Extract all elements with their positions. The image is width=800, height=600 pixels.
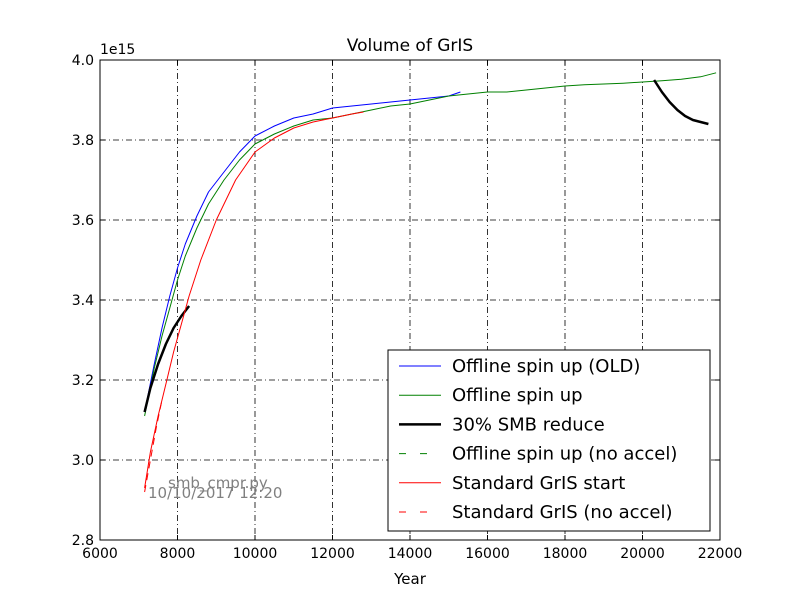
legend-label: Offline spin up (452, 385, 583, 406)
x-tick-label: 20000 (620, 546, 665, 562)
date-annotation: 10/10/2017 12:20 (148, 484, 282, 502)
y-offset-label: 1e15 (100, 42, 135, 58)
legend-label: Standard GrIS (no accel) (452, 502, 673, 523)
series-line (144, 91, 461, 413)
y-tick-label: 3.4 (72, 293, 94, 309)
x-tick-label: 10000 (233, 546, 278, 562)
ticks: 6000 8000 10000 12000 14000 16000 18000 20000 22… (72, 53, 743, 562)
chart-title: Volume of GrIS (347, 36, 473, 56)
y-tick-label: 4.0 (72, 53, 94, 69)
series-line (653, 79, 709, 126)
legend-label: Offline spin up (no accel) (452, 444, 677, 465)
y-tick-label: 3.6 (72, 213, 94, 229)
x-tick-label: 8000 (160, 546, 196, 562)
y-tick-label: 2.8 (72, 533, 94, 549)
script-annotation: smb_cmpr.py (168, 474, 268, 493)
legend-label: 30% SMB reduce (452, 414, 605, 435)
series-line (143, 305, 191, 413)
series-layer (143, 72, 717, 493)
x-tick-label: 22000 (698, 546, 743, 562)
series-line (144, 399, 163, 493)
y-tick-label: 3.0 (72, 453, 94, 469)
x-tick-label: 6000 (82, 546, 118, 562)
legend-box (387, 349, 711, 532)
x-axis-label: Year (393, 570, 427, 588)
legend-label: Standard GrIS start (452, 473, 625, 494)
series-line (144, 72, 717, 417)
y-tick-label: 3.8 (72, 133, 94, 149)
x-tick-label: 14000 (388, 546, 433, 562)
series-line (144, 111, 364, 489)
x-tick-label: 16000 (465, 546, 510, 562)
legend: Offline spin up (OLD) Offline spin up 30% … (387, 349, 711, 532)
y-tick-label: 3.2 (72, 373, 94, 389)
legend-label: Offline spin up (OLD) (452, 356, 640, 377)
x-tick-label: 12000 (310, 546, 355, 562)
x-tick-label: 18000 (543, 546, 588, 562)
